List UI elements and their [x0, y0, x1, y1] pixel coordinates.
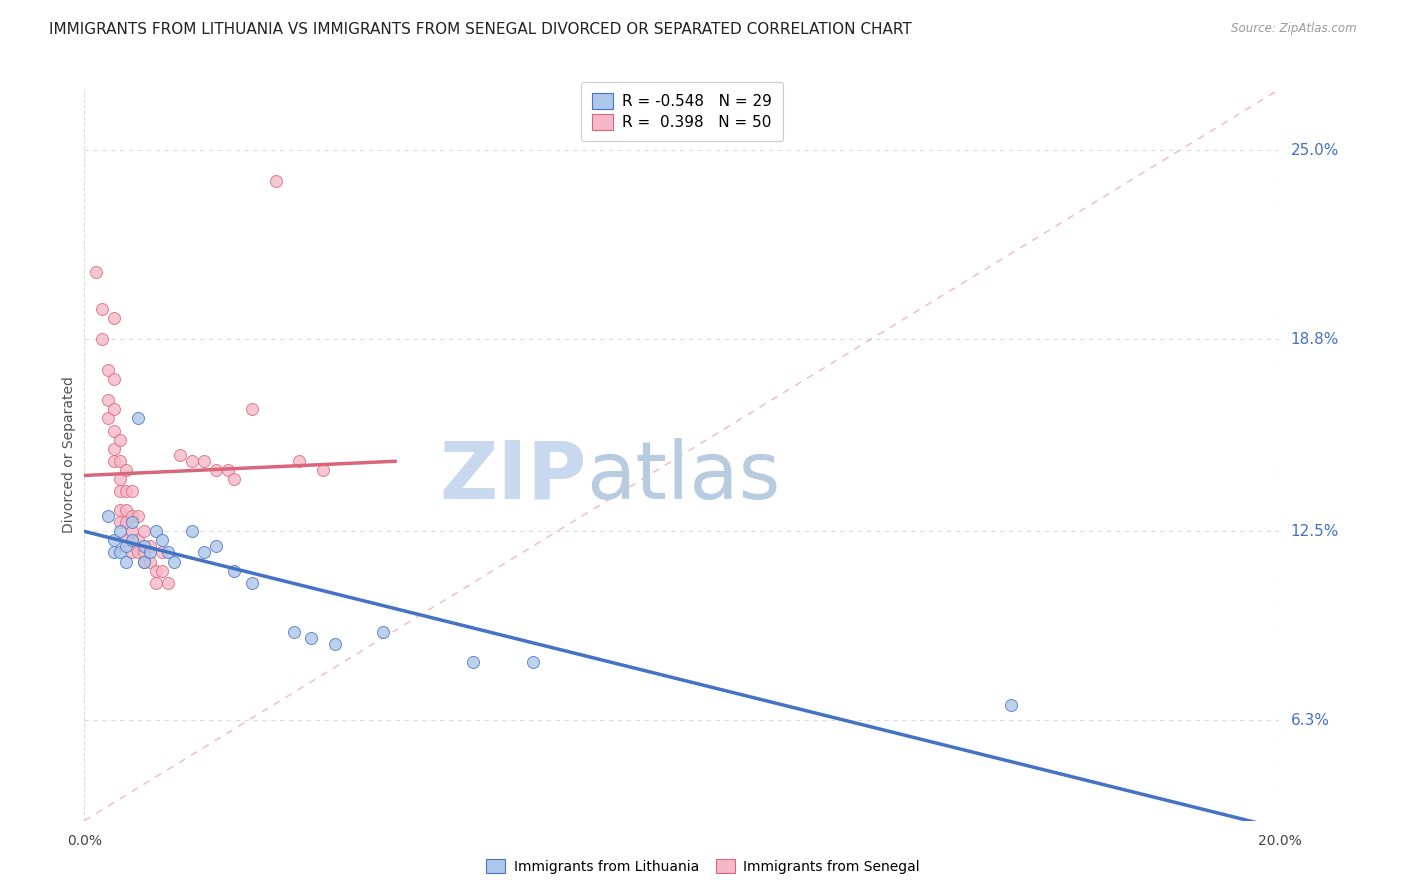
Point — [150, 564, 173, 578]
Point — [115, 533, 138, 548]
Point — [301, 631, 323, 645]
Point — [121, 484, 143, 499]
Point — [110, 524, 132, 538]
Point — [205, 539, 228, 553]
Point — [169, 448, 191, 462]
Point — [103, 402, 125, 417]
Text: 6.3%: 6.3% — [1291, 713, 1330, 728]
Point — [121, 533, 143, 548]
Point — [91, 301, 114, 316]
Point — [97, 362, 120, 376]
Point — [103, 424, 125, 438]
Point — [1000, 698, 1022, 712]
Point — [157, 576, 180, 591]
Point — [240, 402, 263, 417]
Point — [325, 637, 347, 651]
Point — [121, 545, 143, 559]
Point — [121, 515, 143, 529]
Point — [222, 564, 245, 578]
Point — [139, 539, 162, 553]
Point — [264, 174, 287, 188]
Text: 18.8%: 18.8% — [1291, 332, 1339, 347]
Point — [181, 524, 204, 538]
Point — [150, 533, 173, 548]
Point — [115, 484, 138, 499]
Point — [150, 545, 173, 559]
Point — [110, 472, 132, 486]
Point — [222, 472, 245, 486]
Point — [103, 454, 125, 468]
Point — [217, 463, 239, 477]
Text: atlas: atlas — [586, 438, 780, 516]
Point — [103, 533, 125, 548]
Point — [145, 576, 167, 591]
Point — [127, 411, 149, 425]
Point — [91, 332, 114, 346]
Point — [115, 555, 138, 569]
Point — [103, 442, 125, 456]
Point — [181, 454, 204, 468]
Point — [288, 454, 311, 468]
Point — [121, 524, 143, 538]
Point — [461, 655, 484, 669]
Point — [132, 539, 156, 553]
Point — [115, 539, 138, 553]
Point — [240, 576, 263, 591]
Point — [132, 545, 156, 559]
Point — [115, 463, 138, 477]
Text: Source: ZipAtlas.com: Source: ZipAtlas.com — [1232, 22, 1357, 36]
Point — [193, 545, 215, 559]
Point — [103, 372, 125, 386]
Point — [127, 508, 149, 523]
Legend: Immigrants from Lithuania, Immigrants from Senegal: Immigrants from Lithuania, Immigrants fr… — [479, 852, 927, 880]
Point — [145, 524, 167, 538]
Point — [110, 503, 132, 517]
Point — [86, 265, 108, 279]
Point — [110, 484, 132, 499]
Point — [522, 655, 544, 669]
Point — [127, 533, 149, 548]
Point — [132, 555, 156, 569]
Point — [115, 503, 138, 517]
Point — [193, 454, 215, 468]
Text: IMMIGRANTS FROM LITHUANIA VS IMMIGRANTS FROM SENEGAL DIVORCED OR SEPARATED CORRE: IMMIGRANTS FROM LITHUANIA VS IMMIGRANTS … — [49, 22, 912, 37]
Point — [139, 555, 162, 569]
Point — [132, 555, 156, 569]
Point — [97, 508, 120, 523]
Point — [312, 463, 335, 477]
Point — [103, 545, 125, 559]
Point — [115, 515, 138, 529]
Point — [132, 524, 156, 538]
Text: ZIP: ZIP — [439, 438, 586, 516]
Point — [110, 545, 132, 559]
Point — [163, 555, 186, 569]
Point — [110, 454, 132, 468]
Point — [97, 411, 120, 425]
Point — [97, 392, 120, 407]
Point — [283, 624, 305, 639]
Point — [110, 433, 132, 447]
Point — [373, 624, 395, 639]
Legend: R = -0.548   N = 29, R =  0.398   N = 50: R = -0.548 N = 29, R = 0.398 N = 50 — [581, 82, 783, 141]
Point — [139, 545, 162, 559]
Point — [157, 545, 180, 559]
Point — [121, 508, 143, 523]
Point — [205, 463, 228, 477]
Point — [145, 564, 167, 578]
Point — [103, 310, 125, 325]
Text: 25.0%: 25.0% — [1291, 143, 1339, 158]
Y-axis label: Divorced or Separated: Divorced or Separated — [62, 376, 76, 533]
Text: 12.5%: 12.5% — [1291, 524, 1339, 539]
Point — [127, 545, 149, 559]
Point — [110, 515, 132, 529]
